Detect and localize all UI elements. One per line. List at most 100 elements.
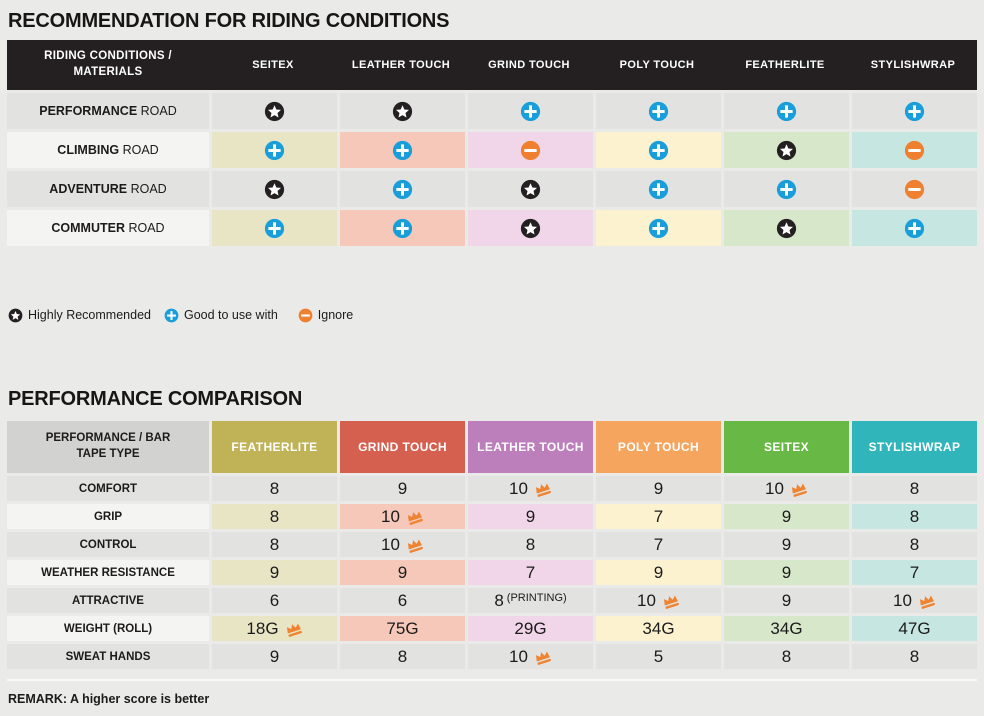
score-value: 9 [781,590,792,610]
row-label-rest: ROAD [137,104,177,118]
value-cell: 10 [340,504,465,529]
star-icon [8,308,23,323]
value-cell: 10 [852,588,977,613]
legend: Highly Recommended Good to use with Ignore [8,307,984,323]
score-value: 8 [494,590,504,610]
score-value: 75G [386,618,419,638]
row-label: COMFORT [7,476,209,501]
minus-icon [904,140,925,161]
star-icon [776,218,797,239]
value-cell: 8 [852,504,977,529]
score-value: 5 [653,646,664,666]
row-label-bold: COMMUTER [51,221,125,235]
score-value: 9 [269,646,280,666]
score-value: 9 [397,478,408,498]
plus-icon [648,140,669,161]
crown-icon [405,511,424,526]
score-value: 10 [381,506,400,526]
value-cell: 7 [596,504,721,529]
value-cell: 9 [724,588,849,613]
mark-cell [852,132,977,168]
mark-cell [852,210,977,246]
value-cell: 9 [724,532,849,557]
table-row-comfort: COMFORT 8 9 10 9 10 8 [7,476,977,501]
value-cell: 8 [212,504,337,529]
value-cell: 9 [596,476,721,501]
plus-icon [648,218,669,239]
section1-title: RECOMMENDATION FOR RIDING CONDITIONS [8,10,450,32]
divider [7,679,977,681]
section2-title: PERFORMANCE COMPARISON [8,388,303,410]
table-row-adventure: ADVENTURE ROAD [7,171,977,207]
score-value: 8 [397,646,408,666]
table-row-climbing: CLIMBING ROAD [7,132,977,168]
plus-icon [392,140,413,161]
value-cell: 10 [596,588,721,613]
column-header-grind-touch: GRIND TOUCH [340,421,465,473]
value-cell: 29G [468,616,593,641]
score-value: 34G [770,618,803,638]
score-value: 7 [525,562,536,582]
mark-cell [340,132,465,168]
mark-cell [724,171,849,207]
value-cell: 8 [852,476,977,501]
value-cell: 8 [852,644,977,669]
column-header-grind-touch: GRIND TOUCH [488,59,570,71]
mark-cell [596,210,721,246]
value-cell: 8 [852,532,977,557]
value-cell: 8 [212,476,337,501]
value-cell: 9 [340,476,465,501]
table-row-weather-resistance: WEATHER RESISTANCE 9 9 7 9 9 7 [7,560,977,585]
mark-cell [724,132,849,168]
crown-icon [405,539,424,554]
row-label: SWEAT HANDS [7,644,209,669]
row-label: GRIP [7,504,209,529]
mark-cell [468,132,593,168]
plus-icon [520,101,541,122]
row-label-rest: ROAD [119,143,159,157]
row-label-bold: CLIMBING [57,143,120,157]
score-value: 9 [781,534,792,554]
crown-icon [917,595,936,610]
performance-comparison-table: PERFORMANCE / BAR TAPE TYPE FEATHERLITE G… [7,421,977,669]
plus-icon [904,101,925,122]
value-cell: 8 [468,532,593,557]
value-cell: 75G [340,616,465,641]
table-row-performance: PERFORMANCE ROAD [7,93,977,129]
legend-item-ignore: Ignore [298,308,353,323]
column-header-seitex: SEITEX [724,421,849,473]
mark-cell [596,171,721,207]
mark-cell [340,171,465,207]
star-icon [392,101,413,122]
row-label: WEATHER RESISTANCE [7,560,209,585]
score-value: 8 [269,534,280,554]
mark-cell [340,93,465,129]
score-value: 10 [765,478,784,498]
score-value: 6 [269,590,280,610]
score-value: 18G [246,618,279,638]
column-header-leather-touch: LEATHER TOUCH [468,421,593,473]
score-value: 9 [653,478,664,498]
score-value: 34G [642,618,675,638]
value-cell: 9 [212,560,337,585]
mark-cell [724,93,849,129]
value-cell: 9 [724,504,849,529]
row-label: WEIGHT (ROLL) [7,616,209,641]
plus-icon [264,140,285,161]
table-row-grip: GRIP 8 10 9 7 9 8 [7,504,977,529]
row-label: CONTROL [7,532,209,557]
score-value: 9 [525,506,536,526]
score-value: 10 [509,646,528,666]
score-note: (PRINTING) [506,591,567,604]
plus-icon [776,179,797,200]
score-value: 8 [269,506,280,526]
row-label: PERFORMANCE ROAD [7,93,209,129]
column-header-stylishwrap: STYLISHWRAP [870,59,956,71]
minus-icon [298,308,313,323]
row-label: ATTRACTIVE [7,588,209,613]
value-cell: 9 [340,560,465,585]
row-label-rest: ROAD [125,221,165,235]
mark-cell [468,171,593,207]
star-icon [264,179,285,200]
